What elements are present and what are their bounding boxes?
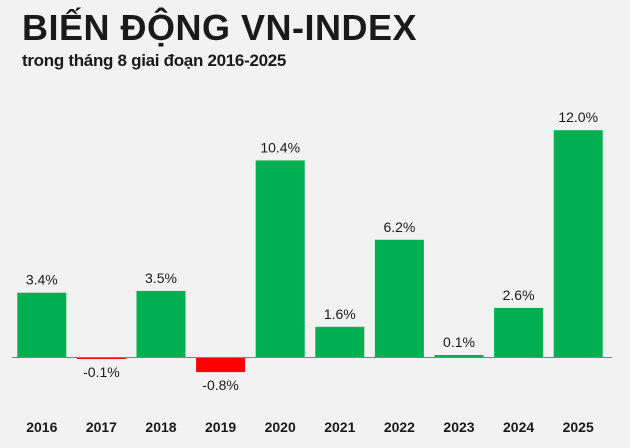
data-label-2019: -0.8% [202, 377, 239, 393]
x-tick-label-2017: 2017 [86, 419, 117, 435]
bar-2021 [315, 326, 365, 357]
x-tick-label-2020: 2020 [265, 419, 296, 435]
data-label-2024: 2.6% [503, 287, 535, 303]
bar-2024 [494, 307, 544, 357]
chart-subtitle: trong tháng 8 giai đoạn 2016-2025 [22, 51, 287, 70]
data-label-2025: 12.0% [558, 109, 598, 125]
bar-2018 [136, 290, 186, 357]
bar-2025 [553, 130, 603, 357]
x-tick-label-2016: 2016 [26, 419, 57, 435]
bar-2016 [17, 292, 67, 357]
data-label-2021: 1.6% [324, 306, 356, 322]
x-tick-label-2025: 2025 [563, 419, 594, 435]
data-label-2023: 0.1% [443, 334, 475, 350]
x-tick-label-2024: 2024 [503, 419, 534, 435]
data-label-2018: 3.5% [145, 270, 177, 286]
bar-2020 [255, 160, 305, 357]
chart-title: BIẾN ĐỘNG VN-INDEX [22, 7, 418, 48]
x-tick-label-2022: 2022 [384, 419, 415, 435]
x-tick-label-2019: 2019 [205, 419, 236, 435]
data-label-2020: 10.4% [260, 139, 300, 155]
data-label-2017: -0.1% [83, 364, 120, 380]
x-tick-label-2021: 2021 [324, 419, 355, 435]
bar-2023 [434, 355, 484, 357]
bar-2022 [374, 239, 424, 357]
data-label-2016: 3.4% [26, 272, 58, 288]
bar-2019 [196, 357, 246, 373]
x-tick-label-2018: 2018 [145, 419, 176, 435]
data-label-2022: 6.2% [383, 219, 415, 235]
x-tick-label-2023: 2023 [443, 419, 474, 435]
